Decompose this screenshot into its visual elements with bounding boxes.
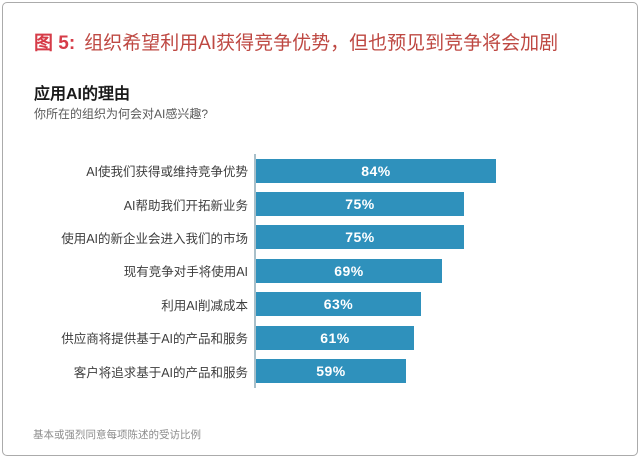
value-label: 61% [320,329,350,346]
chart-row: 供应商将提供基于AI的产品和服务 61% [34,321,614,354]
chart-title: 应用AI的理由 [34,86,131,103]
category-label: 供应商将提供基于AI的产品和服务 [61,332,248,347]
chart-footnote: 基本或强烈同意每项陈述的受访比例 [33,429,201,441]
chart-row: 客户将追求基于AI的产品和服务 59% [34,354,614,387]
category-label: 现有竞争对手将使用AI [123,265,248,280]
category-label: 使用AI的新企业会进入我们的市场 [61,231,248,246]
bar: 75% [256,192,464,217]
bar: 69% [256,258,442,283]
chart-rows: AI使我们获得或维持竞争优势 84% AI帮助我们开拓新业务 75% 使用AI的新企业会… [34,154,614,388]
chart-row: AI使我们获得或维持竞争优势 84% [34,154,614,187]
category-label: 客户将追求基于AI的产品和服务 [73,365,248,380]
value-label: 84% [361,162,391,179]
bar: 59% [256,359,406,384]
figure-header: 图 5: 组织希望利用AI获得竞争优势，但也预见到竞争将会加剧 [34,30,617,57]
bar: 61% [256,325,414,350]
value-label: 75% [345,229,375,246]
figure-number: 图 5: [34,33,76,54]
bar: 84% [256,158,496,183]
bar-chart: AI使我们获得或维持竞争优势 84% AI帮助我们开拓新业务 75% 使用AI的新企业会… [34,154,614,388]
value-label: 69% [334,262,364,279]
chart-row: 利用AI削减成本 63% [34,288,614,321]
category-label: 利用AI削减成本 [161,298,248,313]
chart-question: 你所在的组织为何会对AI感兴趣? [34,107,209,121]
chart-row: 使用AI的新企业会进入我们的市场 75% [34,221,614,254]
category-label: AI帮助我们开拓新业务 [123,198,248,213]
category-label: AI使我们获得或维持竞争优势 [86,165,248,180]
value-label: 75% [345,196,375,213]
value-label: 59% [316,363,346,380]
value-label: 63% [323,296,354,313]
bar: 63% [256,292,421,317]
figure-title: 组织希望利用AI获得竞争优势，但也预见到竞争将会加剧 [84,33,559,54]
bar: 75% [256,225,464,250]
axis-line [254,154,256,388]
chart-row: 现有竞争对手将使用AI 69% [34,254,614,287]
chart-row: AI帮助我们开拓新业务 75% [34,187,614,220]
